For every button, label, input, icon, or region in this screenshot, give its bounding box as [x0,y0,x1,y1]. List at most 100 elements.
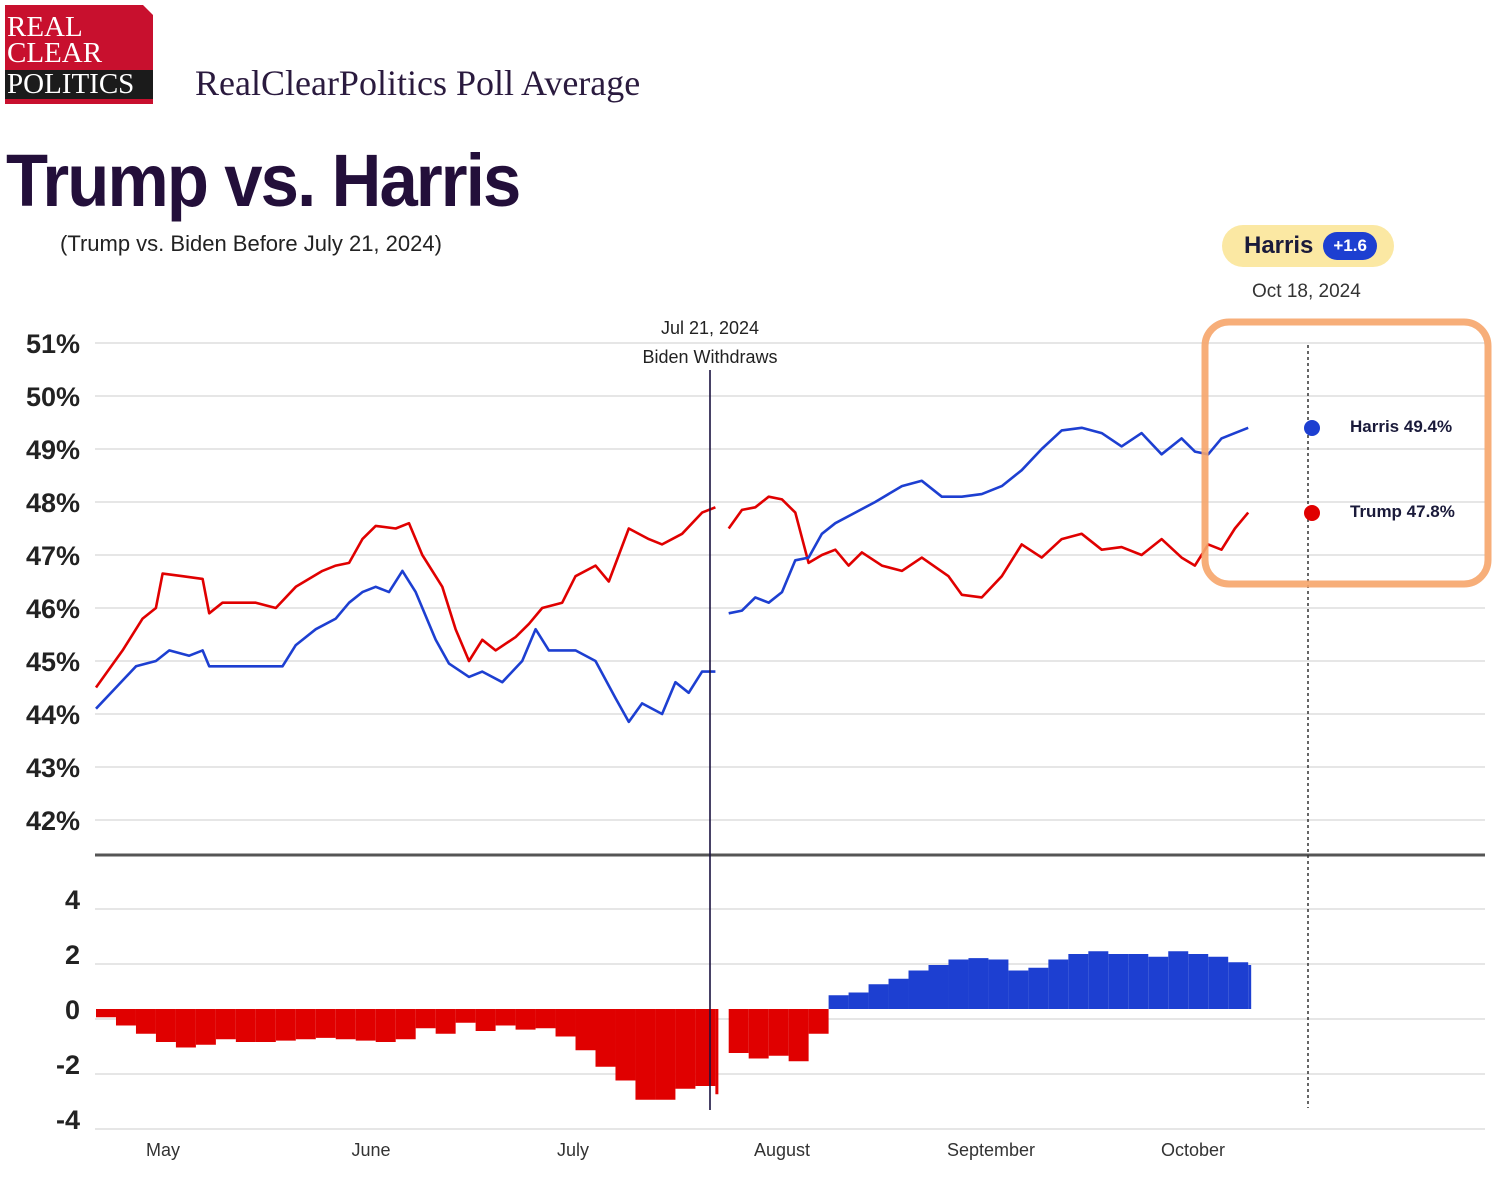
spread-bar[interactable] [1188,954,1209,1009]
spread-bar[interactable] [748,1009,769,1059]
spread-bar[interactable] [655,1009,676,1100]
annotation-date: Jul 21, 2024 [661,318,759,338]
spread-bar[interactable] [435,1009,456,1034]
x-tick-label: October [1161,1140,1225,1160]
spread-bar[interactable] [535,1009,556,1029]
spread-bar[interactable] [968,958,989,1009]
spread-bar[interactable] [788,1009,809,1062]
trump-end-dot[interactable] [1304,505,1320,521]
spread-bar[interactable] [1208,956,1229,1009]
spread-bar[interactable] [215,1009,236,1040]
spread-bar[interactable] [715,1009,719,1095]
spread-bar[interactable] [808,1009,829,1034]
spread-bar[interactable] [695,1009,716,1086]
spread-bar[interactable] [395,1009,416,1040]
spread-bar[interactable] [115,1009,136,1026]
spread-bar[interactable] [275,1009,296,1041]
spread-bars [96,951,1252,1100]
spread-bar[interactable] [135,1009,156,1034]
logo-line-3: POLITICS [5,70,153,99]
spread-bar[interactable] [675,1009,696,1089]
bottom-gridlines [95,908,1485,1130]
spread-bar[interactable] [555,1009,576,1037]
spread-bar[interactable] [315,1009,336,1038]
bottom-y-axis: 4 2 0 -2 -4 [56,885,80,1135]
spread-bar[interactable] [255,1009,276,1042]
x-tick-label: July [557,1140,589,1160]
annotation-label: Biden Withdraws [642,347,777,367]
spread-bar[interactable] [1008,970,1029,1010]
spread-bar[interactable] [155,1009,176,1042]
spread-bar[interactable] [768,1009,789,1056]
poll-lines [94,426,1250,724]
spread-bar[interactable] [175,1009,196,1048]
spread-bar[interactable] [948,959,969,1010]
y-tick-label: 0 [65,995,80,1025]
leader-badge: Harris +1.6 [1222,225,1394,267]
spread-bar[interactable] [868,984,889,1009]
spread-bar[interactable] [195,1009,216,1045]
y-tick-label: -4 [56,1105,80,1135]
spread-bar[interactable] [1028,967,1049,1009]
trump-line[interactable] [727,495,1250,599]
trump-end-label: Trump 47.8% [1350,502,1455,521]
spread-bar[interactable] [1048,959,1069,1010]
spread-bar[interactable] [908,970,929,1010]
x-axis: May June July August September October [146,1140,1225,1160]
y-tick-label: 43% [26,753,80,783]
y-tick-label: 46% [26,594,80,624]
spread-bar[interactable] [1068,954,1089,1009]
logo-line-2: CLEAR [7,37,103,69]
spread-bar[interactable] [415,1009,436,1029]
spread-bar[interactable] [1128,954,1149,1009]
spread-bar[interactable] [295,1009,316,1040]
spread-bar[interactable] [335,1009,356,1040]
spread-bar[interactable] [575,1009,596,1051]
spread-bar[interactable] [1088,951,1109,1009]
y-tick-label: 4 [65,885,80,915]
spread-bar[interactable] [1108,954,1129,1009]
harris-end-label: Harris 49.4% [1350,417,1452,436]
harris-line[interactable] [728,426,1249,615]
rcp-logo[interactable]: REAL CLEAR POLITICS [5,5,153,104]
spread-bar[interactable] [235,1009,256,1042]
spread-bar[interactable] [96,1009,116,1018]
y-tick-label: 50% [26,382,80,412]
page-subtitle: (Trump vs. Biden Before July 21, 2024) [60,231,442,256]
spread-bar[interactable] [888,978,909,1009]
harris-line[interactable] [95,569,716,724]
spread-bar[interactable] [828,995,849,1009]
y-tick-label: 2 [65,940,80,970]
spread-bar[interactable] [848,992,869,1010]
spread-bar[interactable] [475,1009,496,1031]
spread-bar[interactable] [728,1009,749,1053]
spread-bar[interactable] [988,959,1009,1010]
x-tick-label: September [947,1140,1035,1160]
leader-name: Harris [1244,232,1314,259]
spread-bar[interactable] [635,1009,656,1100]
spread-bar[interactable] [375,1009,396,1042]
site-title: RealClearPolitics Poll Average [195,63,641,103]
spread-bar[interactable] [1168,951,1189,1009]
x-tick-label: May [146,1140,180,1160]
leader-date: Oct 18, 2024 [1252,281,1361,302]
y-tick-label: 44% [26,700,80,730]
spread-bar[interactable] [515,1009,536,1030]
spread-bar[interactable] [615,1009,636,1081]
spread-bar[interactable] [928,965,949,1009]
spread-bar[interactable] [355,1009,376,1041]
spread-bar[interactable] [595,1009,616,1067]
harris-end-dot[interactable] [1304,420,1320,436]
spread-bar[interactable] [1228,962,1249,1009]
leader-margin: +1.6 [1323,232,1377,260]
trump-line[interactable] [94,506,716,689]
spread-bar[interactable] [455,1009,476,1023]
y-tick-label: 49% [26,435,80,465]
logo-line-1: REAL [7,11,83,43]
spread-bar[interactable] [1248,965,1252,1009]
spread-bar[interactable] [495,1009,516,1026]
y-tick-label: 48% [26,488,80,518]
spread-bar[interactable] [1148,956,1169,1009]
y-tick-label: 42% [26,806,80,836]
